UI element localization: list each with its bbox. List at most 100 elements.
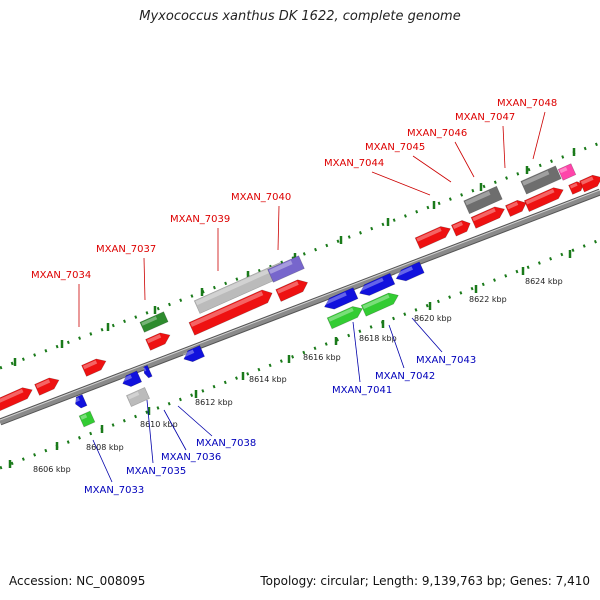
gene-feature	[450, 220, 471, 237]
gene-highlight	[323, 292, 347, 306]
forward-label-leader	[371, 171, 431, 196]
gene-feature	[78, 410, 96, 428]
gene-feature	[523, 187, 564, 213]
gene-highlight	[580, 176, 594, 185]
kbp-tick-label: 8620 kbp	[414, 314, 452, 323]
gene-shape	[34, 377, 60, 396]
gene-feature	[145, 332, 171, 351]
gene-shape	[145, 332, 171, 351]
gene-feature	[267, 255, 305, 283]
gene-highlight	[465, 190, 491, 206]
kbp-tick-label: 8622 kbp	[469, 295, 507, 304]
gene-shape	[143, 364, 153, 379]
gene-shape	[122, 370, 143, 387]
gene-highlight	[146, 334, 162, 344]
reverse-gene-label: MXAN_7038	[196, 438, 256, 449]
gene-feature	[470, 206, 505, 229]
reverse-label-leader	[411, 317, 443, 353]
gene-feature	[81, 358, 107, 377]
gene-shape	[188, 289, 273, 336]
gene-highlight	[522, 170, 550, 186]
gene-feature	[0, 387, 33, 413]
gene-feature	[360, 292, 399, 317]
gene-highlight	[127, 391, 140, 400]
gene-highlight	[525, 188, 555, 205]
gene-highlight	[358, 277, 384, 292]
reverse-gene-label: MXAN_7035	[126, 466, 186, 477]
forward-gene-label: MXAN_7039	[170, 214, 230, 225]
gene-highlight	[82, 360, 98, 370]
genome-summary-text: Topology: circular; Length: 9,139,763 bp…	[260, 574, 590, 588]
gene-feature	[568, 181, 584, 195]
forward-gene-label: MXAN_7034	[31, 270, 91, 281]
gene-highlight	[195, 267, 274, 306]
forward-gene-label: MXAN_7045	[365, 142, 425, 153]
gene-feature	[275, 279, 309, 302]
map-title: Myxococcus xanthus DK 1622, complete gen…	[139, 9, 461, 24]
gene-feature	[188, 289, 273, 336]
forward-label-leader	[412, 155, 452, 183]
reverse-label-leader	[146, 399, 154, 464]
forward-label-leader	[454, 141, 475, 178]
reverse-label-leader	[177, 405, 213, 437]
gene-shape	[0, 387, 33, 413]
gene-shape	[139, 311, 169, 333]
forward-gene-label: MXAN_7044	[324, 158, 384, 169]
forward-gene-label: MXAN_7047	[455, 112, 515, 123]
gene-highlight	[182, 349, 195, 358]
gene-shape	[557, 163, 577, 181]
kbp-tick-label: 8616 kbp	[303, 353, 341, 362]
reverse-label-leader	[163, 409, 187, 451]
gene-shape	[414, 226, 451, 250]
gene-highlight	[559, 166, 568, 174]
gene-feature	[121, 370, 143, 387]
gene-shape	[360, 292, 399, 317]
gene-highlight	[569, 182, 578, 189]
gene-highlight	[190, 291, 264, 327]
gene-feature	[414, 226, 451, 250]
forward-gene-label: MXAN_7046	[407, 128, 467, 139]
gene-shape	[324, 287, 359, 310]
gene-feature	[463, 185, 503, 215]
reverse-label-leader	[388, 324, 405, 369]
gene-highlight	[362, 294, 390, 310]
gene-feature	[182, 345, 205, 363]
gene-shape	[81, 358, 107, 377]
gene-highlight	[472, 208, 496, 222]
gene-shape	[520, 165, 562, 195]
genome-backbone-highlight	[0, 189, 600, 421]
gene-shape	[505, 199, 527, 217]
gene-highlight	[416, 227, 442, 242]
gene-shape	[568, 181, 584, 195]
reverse-label-leader	[92, 439, 113, 483]
gene-feature	[326, 306, 363, 330]
gene-feature	[395, 261, 425, 282]
gene-shape	[470, 206, 505, 229]
forward-tick-track	[0, 141, 600, 370]
forward-label-leader	[502, 125, 506, 169]
gene-feature	[34, 377, 60, 396]
kbp-tick-label: 8606 kbp	[33, 465, 71, 474]
kbp-tick-label: 8612 kbp	[195, 398, 233, 407]
gene-shape	[395, 261, 425, 282]
gene-shape	[78, 410, 96, 428]
genome-backbone	[0, 189, 600, 425]
gene-highlight	[0, 388, 24, 405]
reverse-gene-label: MXAN_7041	[332, 385, 392, 396]
accession-text: Accession: NC_008095	[9, 574, 146, 588]
forward-label-leader	[277, 205, 280, 251]
forward-label-leader	[143, 257, 146, 301]
forward-label-leader	[532, 111, 546, 160]
gene-shape	[463, 185, 503, 215]
reverse-gene-label: MXAN_7043	[416, 355, 476, 366]
gene-highlight	[452, 221, 463, 229]
gene-shape	[183, 345, 205, 363]
forward-gene-label: MXAN_7040	[231, 192, 291, 203]
gene-feature	[505, 199, 527, 217]
gene-highlight	[328, 307, 354, 322]
gene-highlight	[395, 266, 413, 278]
forward-gene-label: MXAN_7048	[497, 98, 557, 109]
gene-feature	[126, 387, 150, 407]
gene-feature	[358, 272, 396, 296]
